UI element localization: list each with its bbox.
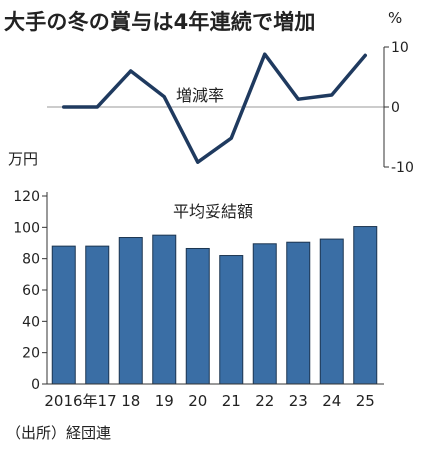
bar-y-tick-label: 40: [22, 314, 40, 330]
bar-y-tick-label: 80: [22, 252, 40, 268]
bar: [286, 241, 311, 385]
bar-x-tick-label: 24: [322, 392, 341, 410]
line-point: [363, 53, 367, 57]
bar-x-tick-label: 22: [255, 392, 274, 410]
bar-unit-label: 万円: [8, 150, 38, 168]
line-point: [229, 136, 233, 140]
line-series-label: 増減率: [176, 86, 224, 105]
bar: [319, 238, 344, 385]
line-point: [95, 105, 99, 109]
line-unit-label: %: [388, 9, 402, 27]
line-point: [129, 69, 133, 73]
bar: [85, 245, 110, 385]
bar-y-tick-label: 120: [13, 189, 40, 205]
line-point: [330, 93, 334, 97]
line-series: [62, 52, 367, 164]
line-point: [296, 97, 300, 101]
chart-title: 大手の冬の賞与は4年連続で増加: [4, 10, 316, 34]
bar-x-tick-label: 19: [155, 392, 174, 410]
bar-y-tick-label: 0: [31, 377, 40, 393]
bar-chart-panel: 万円 0 20 40 60 80 100 120 2016年17 18 19 20 21 22 23 24 25…: [8, 150, 384, 410]
bar: [185, 247, 210, 385]
bar-x-tick-label: 2016年17: [44, 392, 116, 410]
bar-x-tick-label: 20: [188, 392, 207, 410]
bar: [219, 255, 244, 385]
line-chart-panel: 10 0 -10% 増減率: [47, 9, 414, 176]
bar: [152, 234, 177, 385]
line-y-tick-label: 10: [391, 40, 409, 56]
line-point: [62, 105, 66, 109]
bar-x-tick-label: 21: [222, 392, 241, 410]
line-point: [162, 95, 166, 99]
bar-x-tick-label: 18: [121, 392, 140, 410]
line-y-tick-label: 0: [391, 100, 400, 116]
line-point: [263, 52, 267, 56]
bar: [252, 243, 277, 385]
bar: [51, 245, 76, 385]
source-note: （出所）経団連: [6, 424, 112, 442]
bar-x-tick-label: 25: [356, 392, 375, 410]
bar-y-tick-label: 60: [22, 283, 40, 299]
bar-y-tick-label: 100: [13, 220, 40, 236]
line-y-tick-label: -10: [391, 160, 414, 176]
bar: [118, 237, 143, 385]
bar-y-tick-label: 20: [22, 346, 40, 362]
bar-series-label: 平均妥結額: [173, 202, 253, 221]
bar: [353, 226, 378, 385]
line-point: [196, 160, 200, 164]
bar-x-tick-label: 23: [289, 392, 308, 410]
